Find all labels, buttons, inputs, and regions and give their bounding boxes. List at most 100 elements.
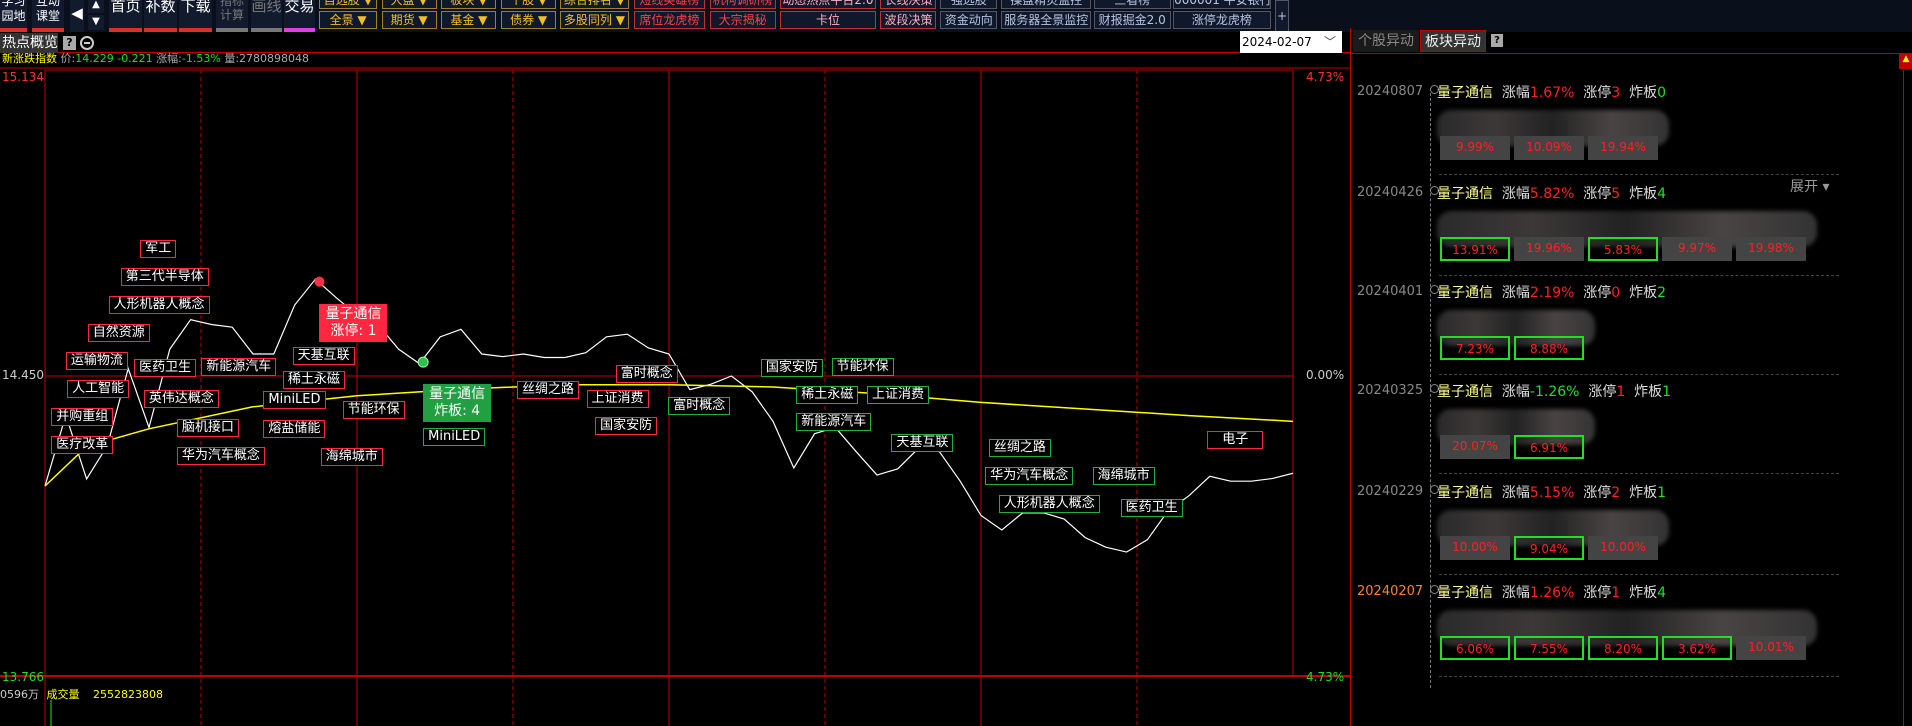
menu-item[interactable]: 服务器全景监控	[1001, 11, 1092, 29]
menu-item[interactable]: 席位龙虎榜	[634, 11, 705, 29]
sector-annotation[interactable]: 海绵城市	[320, 448, 383, 467]
study-garden-button[interactable]: 学习园地	[0, 0, 27, 32]
draw-line-button[interactable]: 画线	[251, 0, 282, 32]
sector-annotation[interactable]: 人形机器人概念	[108, 295, 210, 314]
stock-chip[interactable]: 19.98%	[1736, 237, 1806, 261]
menu-item[interactable]: 自选股 ▼	[319, 0, 377, 9]
interactive-class-button[interactable]: 互动课堂	[32, 0, 64, 32]
sector-annotation[interactable]: 丝绸之路	[988, 438, 1051, 457]
sector-annotation[interactable]: 新能源汽车	[201, 358, 277, 377]
menu-item[interactable]: 操盘精灵监控	[1001, 0, 1092, 9]
menu-item[interactable]: 大盘 ▼	[381, 0, 437, 9]
panel-title[interactable]: 热点概览	[0, 33, 58, 53]
sector-annotation[interactable]: 新能源汽车	[796, 412, 872, 431]
sector-annotation[interactable]: 上证消费	[866, 386, 929, 405]
menu-item[interactable]: 基金 ▼	[441, 11, 497, 29]
arrow-left-icon[interactable]: ◀	[70, 0, 84, 32]
sector-annotation[interactable]: 电子	[1207, 431, 1264, 450]
stock-chip[interactable]: 20.07%	[1440, 435, 1510, 459]
menu-item[interactable]: 个股 ▼	[501, 0, 557, 9]
menu-item[interactable]: 000001 平安银行	[1173, 0, 1272, 9]
sector-annotation[interactable]: 丝绸之路	[517, 381, 580, 400]
sector-annotation[interactable]: 人形机器人概念	[998, 494, 1100, 513]
highlight-annotation[interactable]: 量子通信 炸板: 4	[423, 384, 492, 423]
home-button[interactable]: 首页	[109, 0, 142, 32]
stock-chip[interactable]: 10.09%	[1514, 136, 1584, 160]
sector-annotation[interactable]: 医药卫生	[134, 359, 197, 378]
stock-chip[interactable]: 8.20%	[1588, 636, 1658, 660]
menu-item[interactable]: 板块 ▼	[441, 0, 497, 9]
stock-chip[interactable]: 9.97%	[1662, 237, 1732, 261]
menu-item[interactable]: 全景 ▼	[319, 11, 377, 29]
scrollbar-track[interactable]	[1903, 70, 1904, 726]
help-icon[interactable]: ?	[63, 36, 76, 50]
sector-annotation[interactable]: 稀土永磁	[282, 371, 345, 390]
stock-chip[interactable]: 7.23%	[1440, 336, 1510, 360]
highlight-annotation[interactable]: 量子通信 涨停: 1	[319, 303, 388, 342]
menu-item[interactable]: 长线决策	[880, 0, 937, 9]
arrow-down-icon[interactable]: ▼	[88, 15, 104, 30]
download-button[interactable]: 下载	[179, 0, 212, 32]
menu-item[interactable]: 涨停龙虎榜	[1173, 11, 1271, 29]
sector-annotation[interactable]: 华为汽车概念	[176, 447, 265, 466]
menu-item[interactable]: 三看榜	[1093, 0, 1171, 9]
menu-item[interactable]: 动态热点平台2.0	[780, 0, 876, 9]
stock-chip[interactable]: 19.96%	[1514, 237, 1584, 261]
tab-stock-alerts[interactable]: 个股异动	[1353, 30, 1419, 52]
stock-chip[interactable]: 10.01%	[1736, 636, 1806, 660]
menu-item[interactable]: 强选股	[940, 0, 998, 9]
sector-annotation[interactable]: 第三代半导体	[120, 267, 209, 286]
sector-annotation[interactable]: 海绵城市	[1092, 466, 1155, 485]
menu-item[interactable]: 期货 ▼	[381, 11, 437, 29]
sector-annotation[interactable]: 并购重组	[51, 408, 114, 427]
tab-sector-alerts[interactable]: 板块异动	[1420, 30, 1486, 52]
sector-annotation[interactable]: 国家安防	[595, 416, 658, 435]
help-icon[interactable]: ?	[1491, 34, 1503, 47]
sector-annotation[interactable]: 人工智能	[67, 379, 130, 398]
trade-button[interactable]: 交易	[284, 0, 315, 32]
sector-annotation[interactable]: 熔盐储能	[263, 420, 326, 439]
stock-chip[interactable]: 10.00%	[1440, 536, 1510, 560]
stock-chip[interactable]: 6.06%	[1440, 636, 1510, 660]
stock-chip[interactable]: 5.83%	[1588, 237, 1658, 261]
sector-annotation[interactable]: MiniLED	[423, 427, 486, 446]
supplement-data-button[interactable]: 补数	[144, 0, 177, 32]
stock-chip[interactable]: 19.94%	[1588, 136, 1658, 160]
menu-item[interactable]: 大宗揭秘	[709, 11, 776, 29]
sector-annotation[interactable]: MiniLED	[263, 390, 326, 409]
menu-item[interactable]: 债券 ▼	[501, 11, 557, 29]
sector-annotation[interactable]: 天基互联	[891, 433, 954, 452]
stock-chip[interactable]: 13.91%	[1440, 237, 1510, 261]
menu-item[interactable]: 资金动向	[940, 11, 998, 29]
sector-annotation[interactable]: 稀土永磁	[796, 386, 859, 405]
stock-chip[interactable]: 9.99%	[1440, 136, 1510, 160]
sector-annotation[interactable]: 英伟达概念	[143, 389, 219, 408]
sector-annotation[interactable]: 军工	[140, 239, 177, 258]
sector-annotation[interactable]: 国家安防	[760, 359, 823, 378]
sector-annotation[interactable]: 节能环保	[342, 400, 405, 419]
zoom-out-icon[interactable]	[80, 36, 94, 50]
sector-annotation[interactable]: 自然资源	[87, 323, 150, 342]
sector-annotation[interactable]: 上证消费	[586, 389, 649, 408]
menu-item[interactable]: 综合排名 ▼	[559, 0, 630, 9]
stock-chip[interactable]: 7.55%	[1514, 636, 1584, 660]
expand-button[interactable]: 展开 ▾	[1790, 179, 1830, 195]
sector-annotation[interactable]: 节能环保	[831, 358, 894, 377]
stock-chip[interactable]: 8.88%	[1514, 336, 1584, 360]
sector-annotation[interactable]: 脑机接口	[176, 419, 239, 437]
date-picker[interactable]: 2024-02-07 ﹀	[1240, 31, 1342, 53]
sector-annotation[interactable]: 富时概念	[668, 397, 731, 416]
stock-chip[interactable]: 6.91%	[1514, 435, 1584, 459]
menu-item[interactable]: 机构调研榜	[709, 0, 776, 9]
arrow-up-icon[interactable]: ▲	[88, 0, 104, 13]
stock-chip[interactable]: 10.00%	[1588, 536, 1658, 560]
stock-chip[interactable]: 3.62%	[1662, 636, 1732, 660]
sector-annotation[interactable]: 医疗改革	[51, 436, 114, 455]
menu-item[interactable]: 财报掘金2.0	[1093, 11, 1171, 29]
sector-annotation[interactable]: 富时概念	[615, 365, 678, 384]
sector-annotation[interactable]: 运输物流	[65, 351, 128, 370]
sector-annotation[interactable]: 华为汽车概念	[985, 466, 1074, 485]
sector-annotation[interactable]: 医药卫生	[1120, 499, 1183, 518]
menu-item[interactable]: 短线英雄榜	[634, 0, 705, 9]
menu-item[interactable]: 波段决策	[880, 11, 937, 29]
